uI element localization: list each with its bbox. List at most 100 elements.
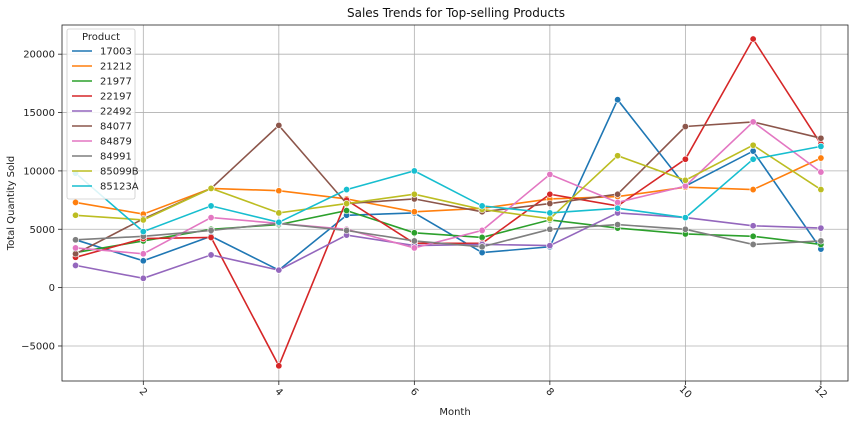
series-line-84991 [75,222,821,248]
x-tick-label: 8 [543,386,555,398]
data-point [410,167,418,175]
y-tick-label: −5000 [21,341,55,352]
data-point [681,155,689,163]
data-point [275,209,283,217]
series-84879 [72,118,825,258]
data-point [275,362,283,370]
data-point [478,202,486,210]
data-point [749,222,757,230]
data-point [614,152,622,160]
series-line-84879 [75,120,822,255]
data-point [139,228,147,236]
data-point [72,250,80,258]
data-point [817,186,825,194]
data-point [139,274,147,282]
legend-item-22492: 22492 [72,107,132,118]
data-point [343,200,351,208]
series-17003 [72,96,825,274]
y-tick-label: 0 [49,283,55,294]
data-point [817,142,825,150]
x-tick-label: 12 [812,384,829,401]
data-point [410,208,418,216]
x-tick-label: 10 [677,384,694,401]
data-point [749,186,757,194]
legend-label: 85123A [100,182,139,193]
data-point [681,225,689,233]
data-point [749,147,757,155]
data-point [343,207,351,215]
data-point [139,250,147,258]
data-point [546,242,554,250]
legend-label: 84077 [100,122,132,133]
legend-item-85099B: 85099B [72,167,139,178]
data-point [749,155,757,163]
data-point [546,200,554,208]
data-point [614,204,622,212]
data-point [139,257,147,265]
y-tick-label: 5000 [30,225,55,236]
axes: 2 4 6 8 10 12 −5000 0 5000 10000 15000 20000 [21,50,829,401]
data-point [72,261,80,269]
grid [62,25,848,381]
data-point [275,266,283,274]
x-tick-label: 6 [408,386,420,398]
data-point [478,249,486,257]
data-point [207,202,215,210]
x-axis-label: Month [439,407,470,418]
chart-title: Sales Trends for Top-selling Products [347,6,565,20]
series-line-17003 [75,98,822,272]
legend-label: 84879 [100,137,132,148]
data-point [275,187,283,195]
data-point [72,244,80,252]
data-point [749,240,757,248]
legend-item-85123A: 85123A [72,182,139,193]
data-point [749,232,757,240]
data-point [614,96,622,104]
series-84991 [72,219,825,251]
data-point [139,216,147,224]
legend-item-22197: 22197 [72,92,132,103]
data-point [410,237,418,245]
legend-item-21212: 21212 [72,62,132,73]
data-point [817,168,825,176]
series-85123A [72,142,825,236]
legend-item-21977: 21977 [72,77,132,88]
y-tick-label: 15000 [23,108,55,119]
data-point [207,214,215,222]
data-point [749,35,757,43]
data-point [817,237,825,245]
data-point [207,251,215,259]
data-point [681,214,689,222]
legend-label: 84991 [100,152,132,163]
series-85099B [72,141,825,224]
legend-item-84879: 84879 [72,137,132,148]
data-point [72,236,80,244]
data-point [72,198,80,206]
data-point [749,118,757,126]
series-line-85099B [75,144,822,221]
legend-label: 85099B [100,167,139,178]
data-point [546,190,554,198]
data-point [478,226,486,234]
data-point [546,215,554,223]
data-point [546,225,554,233]
y-tick-label: 10000 [23,166,55,177]
plot-frame [61,24,849,382]
legend-items: 17003 21212 21977 22197 22492 84077 84879 84991… [72,47,139,193]
data-point [546,170,554,178]
data-point [817,224,825,232]
series-line-22492 [75,212,821,280]
data-point [478,243,486,251]
data-point [343,226,351,234]
legend-label: 21977 [100,77,132,88]
legend-label: 21212 [100,62,132,73]
data-point [817,134,825,142]
y-axis-label: Total Quantity Sold [6,156,17,252]
legend-label: 17003 [100,47,132,58]
y-tick-label: 20000 [23,50,55,61]
series-group [72,35,825,370]
data-point [410,229,418,237]
data-point [817,154,825,162]
data-point [72,211,80,219]
